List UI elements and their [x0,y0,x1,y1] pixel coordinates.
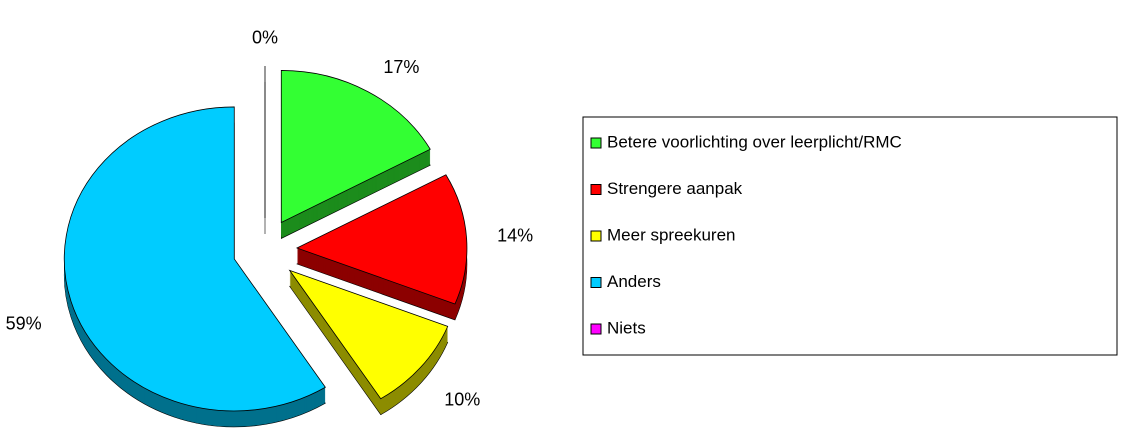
data-label: 14% [497,225,533,245]
legend-swatch [590,277,602,288]
legend-label: Meer spreekuren [607,225,736,244]
data-label: 17% [383,57,419,77]
data-label: 0% [252,27,278,47]
legend-label: Niets [607,318,646,337]
legend-label: Strengere aanpak [607,179,743,198]
legend-label: Anders [607,272,661,291]
data-label: 59% [6,314,42,334]
legend-swatch [590,184,602,195]
legend-swatch [590,323,602,335]
legend-swatch [590,230,602,242]
slice [63,106,326,412]
legend-label: Betere voorlichting over leerplicht/RMC [607,132,902,151]
legend-swatch [590,137,602,149]
legend-box [582,116,1118,356]
slice [295,174,468,305]
slice [280,70,431,224]
data-label: 10% [444,389,480,409]
slice [288,269,449,400]
